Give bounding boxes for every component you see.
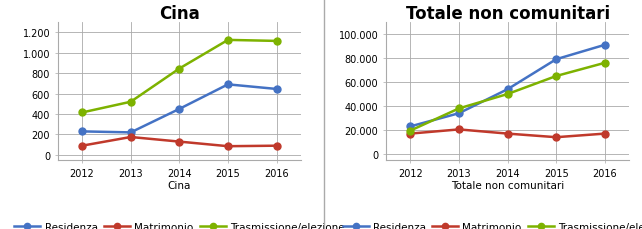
Legend: Residenza, Matrimonio, Trasmissione/elezione: Residenza, Matrimonio, Trasmissione/elez…	[10, 218, 349, 229]
Legend: Residenza, Matrimonio, Trasmissione/elezione: Residenza, Matrimonio, Trasmissione/elez…	[338, 218, 642, 229]
X-axis label: Cina: Cina	[168, 181, 191, 191]
Title: Cina: Cina	[159, 5, 200, 23]
Title: Totale non comunitari: Totale non comunitari	[406, 5, 610, 23]
X-axis label: Totale non comunitari: Totale non comunitari	[451, 181, 564, 191]
